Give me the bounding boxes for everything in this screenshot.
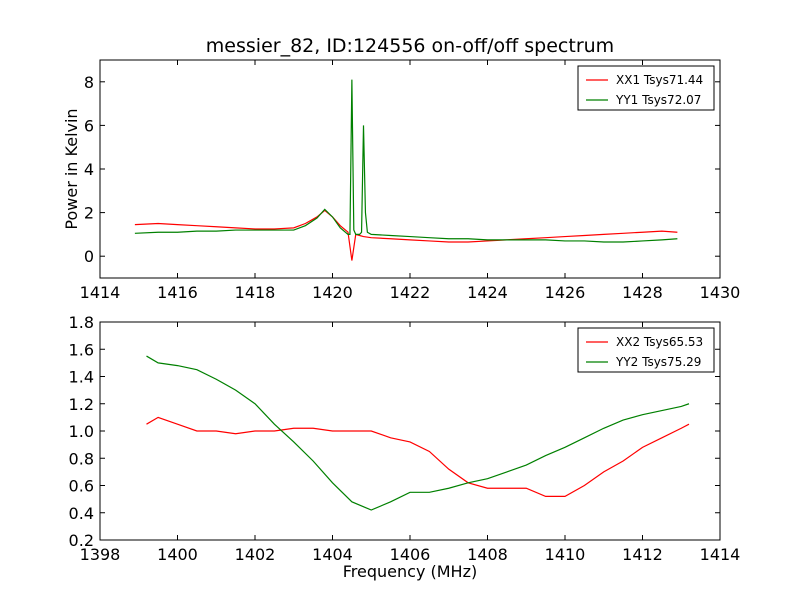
- x-tick-label: 1398: [80, 545, 121, 564]
- y-tick-label: 0.4: [69, 504, 94, 523]
- y-tick-label: 4: [84, 160, 94, 179]
- x-tick-label: 1416: [157, 283, 198, 302]
- y-tick-label: 0.2: [69, 531, 94, 550]
- legend-box: [577, 327, 715, 373]
- chart-title: messier_82, ID:124556 on-off/off spectru…: [206, 35, 614, 57]
- x-tick-label: 1428: [622, 283, 663, 302]
- legend-entry: XX1 Tsys71.44: [616, 73, 703, 87]
- y-tick-label: 1.4: [69, 368, 94, 387]
- y-tick-label: 6: [84, 116, 94, 135]
- legend-entry: XX2 Tsys65.53: [616, 335, 703, 349]
- y-tick-label: 1.0: [69, 422, 94, 441]
- subplot-1: 1414 1416 1418 1420 1422 1424 1426 1428 1430 0 2 4 6…: [62, 35, 740, 302]
- x-tick-label: 1412: [622, 545, 663, 564]
- x-tick-label: 1404: [312, 545, 353, 564]
- x-axis-label: Frequency (MHz): [343, 562, 477, 581]
- series-line-green: [134, 79, 678, 243]
- x-tick-label: 1424: [467, 283, 508, 302]
- series-line-red: [146, 416, 690, 497]
- x-tick-label: 1420: [312, 283, 353, 302]
- legend: XX1 Tsys71.44 YY1 Tsys72.07: [577, 65, 715, 111]
- legend: XX2 Tsys65.53 YY2 Tsys75.29: [577, 327, 715, 373]
- legend-entry: YY2 Tsys75.29: [615, 355, 701, 369]
- y-tick-label: 1.2: [69, 395, 94, 414]
- x-tick-label: 1414: [80, 283, 121, 302]
- y-axis-label: Power in Kelvin: [62, 108, 81, 229]
- y-tick-label: 0: [84, 247, 94, 266]
- y-tick-label: 1.6: [69, 340, 94, 359]
- y-tick-label: 0.8: [69, 449, 94, 468]
- x-tick-label: 1402: [235, 545, 276, 564]
- legend-box: [577, 65, 715, 111]
- legend-entry: YY1 Tsys72.07: [615, 93, 701, 107]
- x-tick-label: 1414: [700, 545, 741, 564]
- x-tick-label: 1408: [467, 545, 508, 564]
- y-tick-label: 2: [84, 204, 94, 223]
- x-tick-label: 1418: [235, 283, 276, 302]
- y-tick-label: 0.6: [69, 477, 94, 496]
- series-line-red: [134, 209, 678, 261]
- x-tick-label: 1426: [545, 283, 586, 302]
- subplot-2: 1398 1400 1402 1404 1406 1408 1410 1412 1414 0.2 0…: [69, 313, 741, 581]
- x-tick-label: 1410: [545, 545, 586, 564]
- x-tick-label: 1430: [700, 283, 741, 302]
- series-line-green: [146, 355, 690, 511]
- x-tick-label: 1422: [390, 283, 431, 302]
- y-tick-label: 1.8: [69, 313, 94, 332]
- y-tick-label: 8: [84, 73, 94, 92]
- x-tick-label: 1406: [390, 545, 431, 564]
- x-tick-label: 1400: [157, 545, 198, 564]
